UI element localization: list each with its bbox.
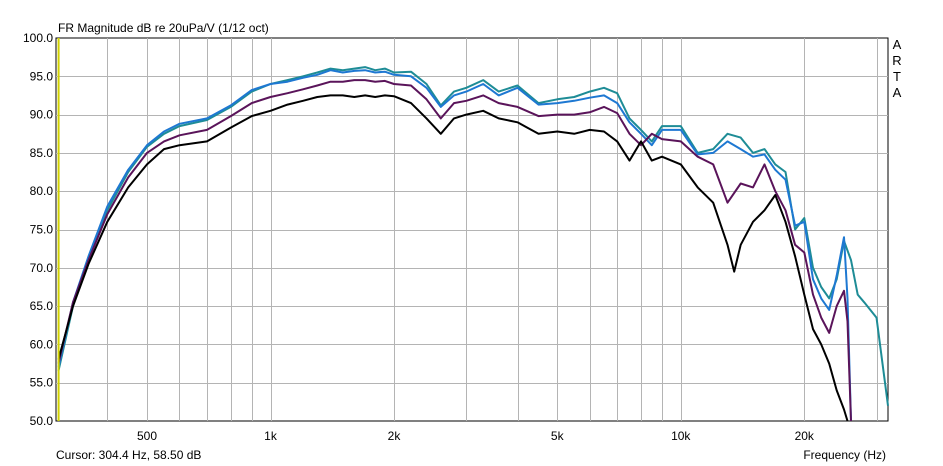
y-tick-label: 80.0 <box>30 184 54 198</box>
y-tick-label: 70.0 <box>30 261 54 275</box>
x-tick-label: 10k <box>671 429 691 443</box>
series-line-3 <box>57 79 852 422</box>
y-tick-label: 50.0 <box>30 414 54 428</box>
series-line-2 <box>57 69 852 422</box>
x-tick-label: 2k <box>388 429 402 443</box>
y-tick-label: 75.0 <box>30 223 54 237</box>
watermark-letter: A <box>893 37 902 52</box>
chart-title: FR Magnitude dB re 20uPa/V (1/12 oct) <box>58 21 269 35</box>
cursor-readout: Cursor: 304.4 Hz, 58.50 dB <box>56 448 201 462</box>
x-tick-label: 20k <box>795 429 815 443</box>
x-axis-label: Frequency (Hz) <box>803 448 886 462</box>
x-tick-label: 1k <box>264 429 278 443</box>
axis-ticks: 100.0 95.0 90.0 85.0 80.0 75.0 70.0 65.0 60.0 55.… <box>23 31 815 443</box>
grid <box>56 38 888 421</box>
plot-area[interactable] <box>55 37 889 422</box>
y-tick-label: 55.0 <box>30 376 54 390</box>
series-lines <box>57 66 889 422</box>
y-tick-label: 65.0 <box>30 299 54 313</box>
y-tick-label: 100.0 <box>23 31 53 45</box>
series-line-1 <box>57 66 889 406</box>
watermark-letter: R <box>892 53 901 68</box>
y-tick-label: 95.0 <box>30 69 54 83</box>
x-tick-label: 500 <box>137 429 157 443</box>
watermark-letter: T <box>893 69 901 84</box>
series-line-4 <box>57 94 849 422</box>
watermark-letter: A <box>893 85 902 100</box>
y-tick-label: 85.0 <box>30 146 54 160</box>
y-tick-label: 90.0 <box>30 108 54 122</box>
x-tick-label: 5k <box>551 429 565 443</box>
y-tick-label: 60.0 <box>30 337 54 351</box>
